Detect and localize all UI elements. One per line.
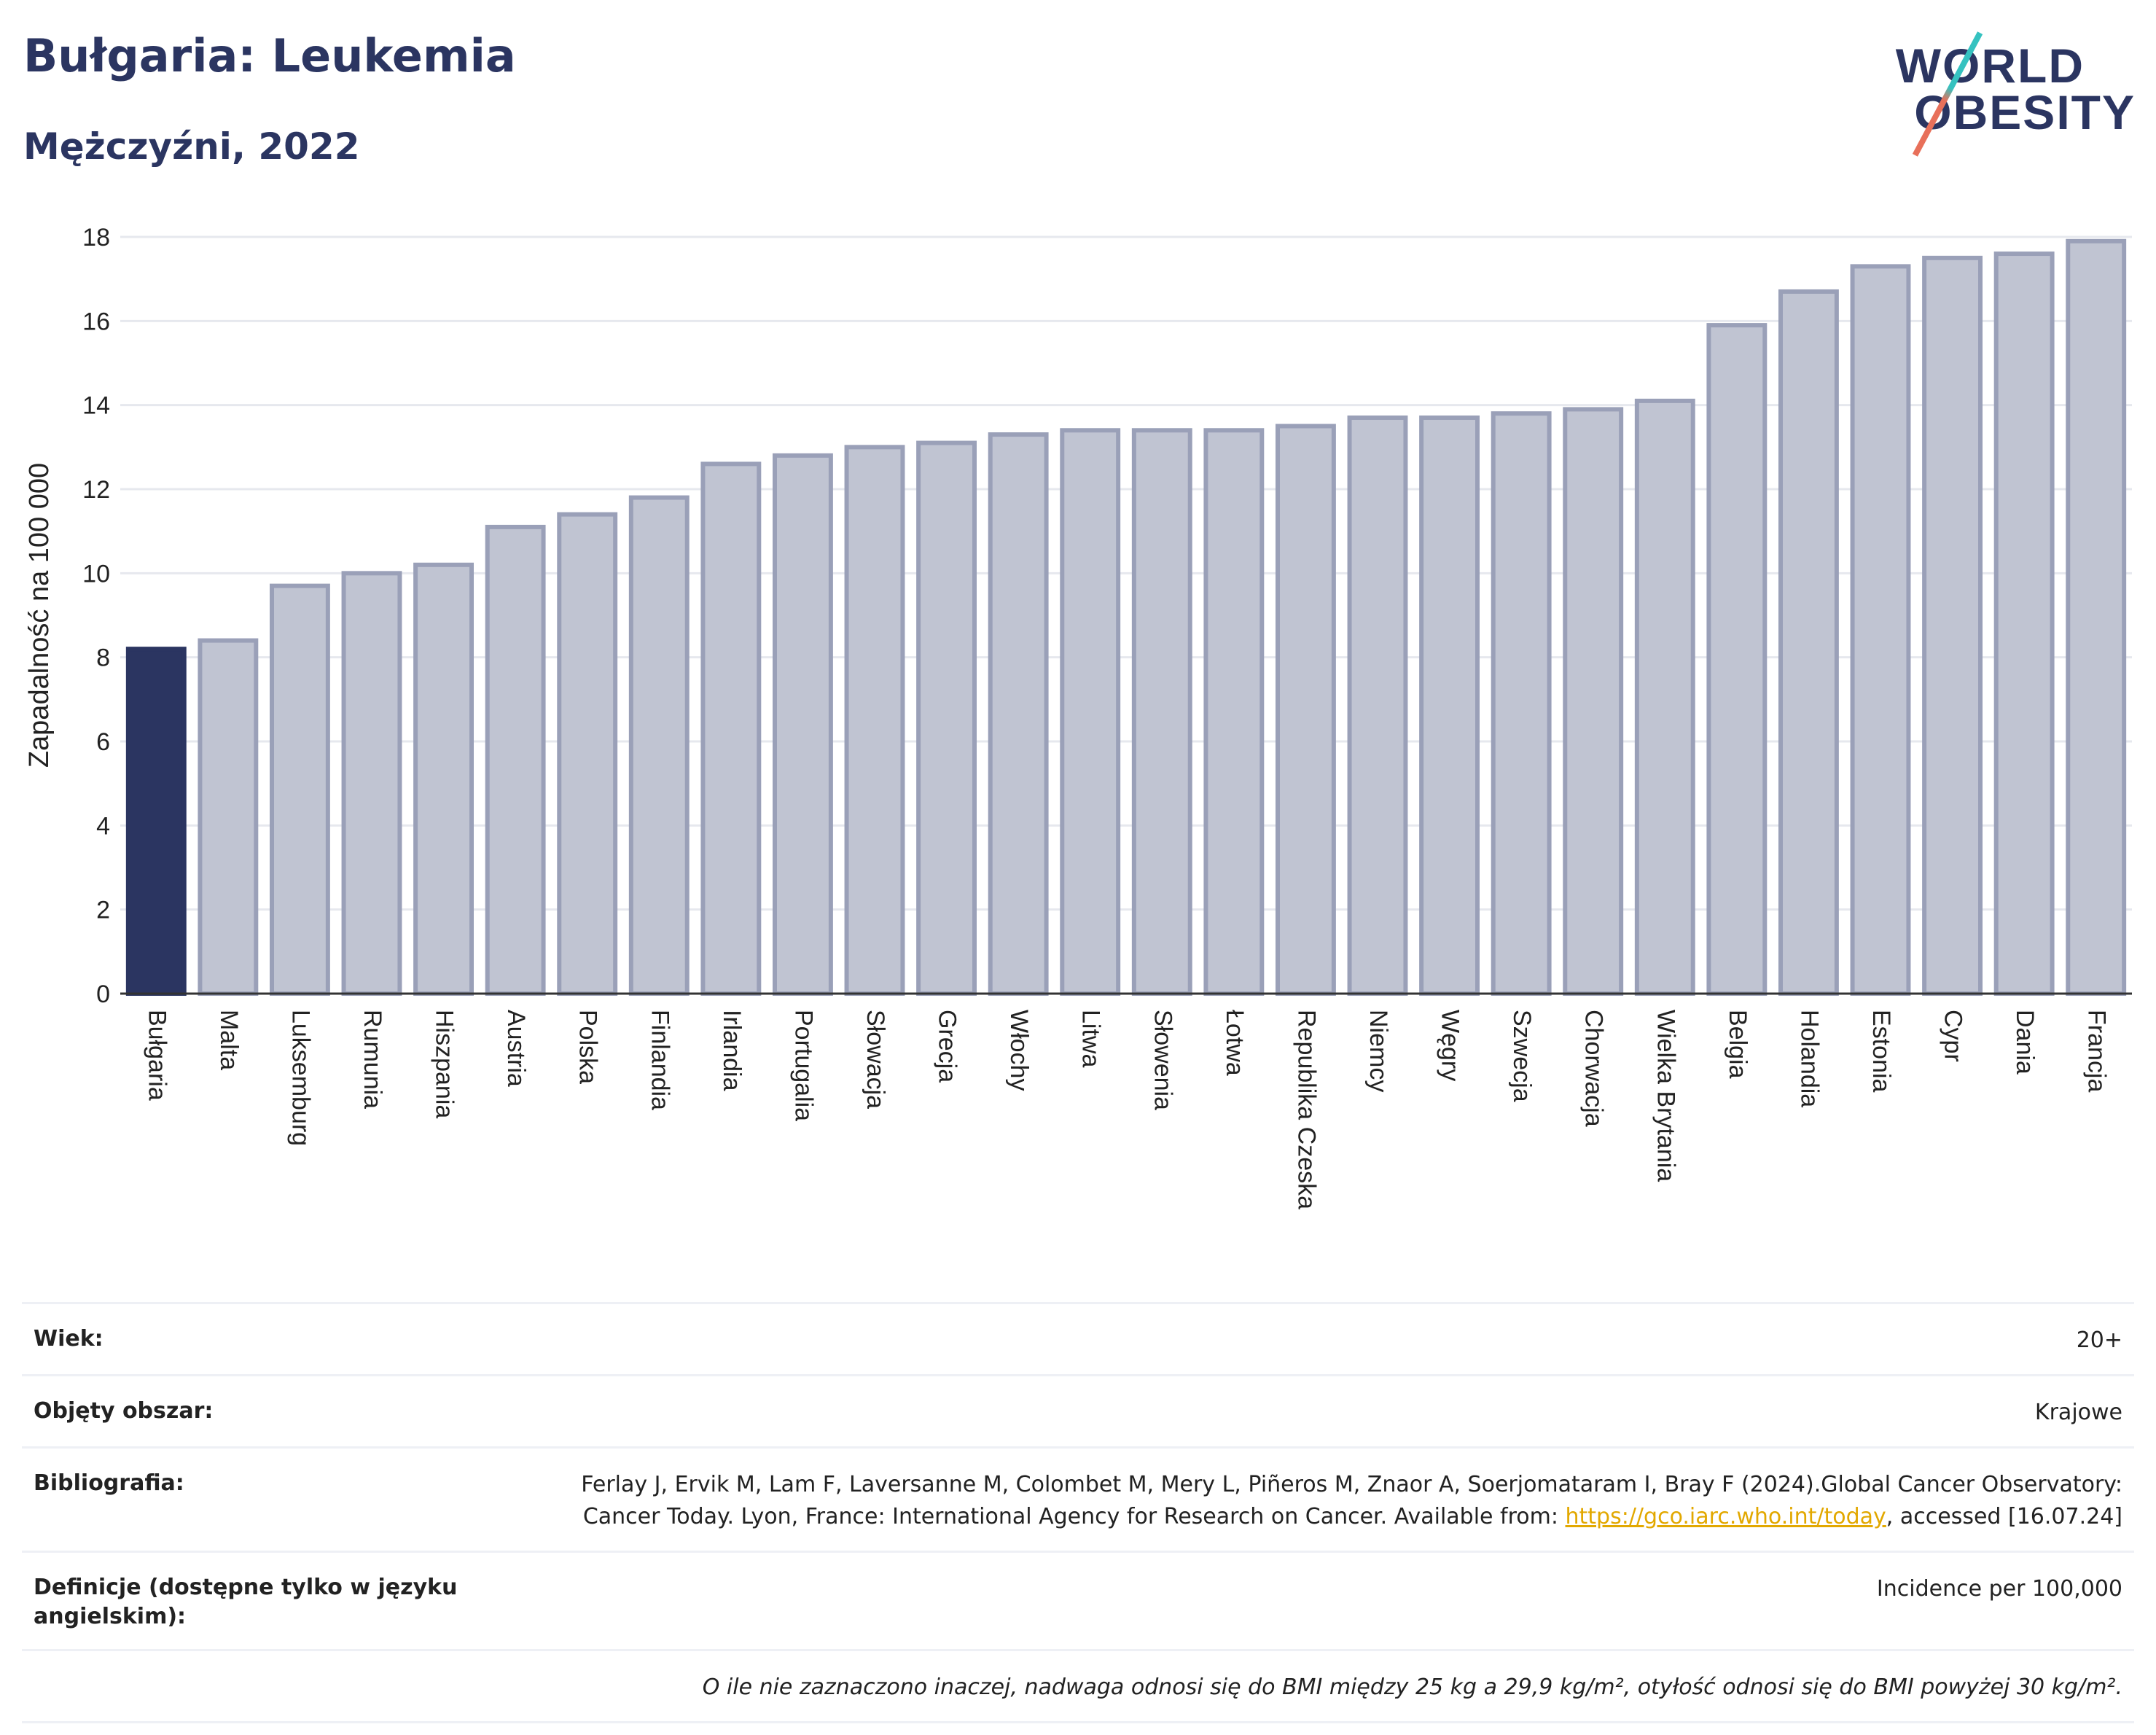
y-axis-label: Zapadalność na 100 000: [24, 463, 55, 768]
bar-12[interactable]: [988, 432, 1049, 996]
bar-8[interactable]: [700, 461, 762, 996]
x-tick-label: Hiszpania: [431, 1010, 458, 1118]
x-tick-label: Holandia: [1795, 1010, 1823, 1107]
y-tick-label: 14: [82, 392, 110, 420]
bar-6[interactable]: [557, 512, 618, 997]
x-tick-label: Szwecja: [1508, 1010, 1536, 1102]
info-row-note: O ile nie zaznaczono inaczej, nadwaga od…: [22, 1649, 2134, 1723]
x-tick-label: Litwa: [1077, 1010, 1105, 1067]
coverage-label: Objęty obszar:: [34, 1398, 214, 1424]
x-tick-label: Cypr: [1940, 1010, 1967, 1062]
bar-20[interactable]: [1563, 407, 1624, 996]
bar-1[interactable]: [198, 638, 259, 996]
page-subtitle: Mężczyźni, 2022: [23, 125, 360, 168]
bar-3[interactable]: [341, 571, 402, 996]
bar-10[interactable]: [844, 445, 905, 997]
y-tick-labels: 0 2 4 6 8 10 12 14 16 18: [82, 224, 110, 1008]
bar-27[interactable]: [2066, 238, 2127, 996]
bar-14[interactable]: [1131, 428, 1192, 996]
x-tick-label: Słowenia: [1149, 1010, 1176, 1110]
x-tick-label: Grecja: [934, 1010, 961, 1083]
x-tick-label: Luksemburg: [286, 1010, 314, 1146]
y-tick-label: 0: [96, 980, 110, 1008]
bmi-note: O ile nie zaznaczono inaczej, nadwaga od…: [702, 1674, 2122, 1700]
bar-19[interactable]: [1491, 411, 1552, 996]
y-tick-label: 4: [96, 812, 110, 840]
definitions-label: Definicje (dostępne tylko w języku angie…: [34, 1575, 458, 1629]
x-tick-label: Wielka Brytania: [1652, 1010, 1679, 1182]
y-tick-label: 2: [96, 897, 110, 924]
coverage-value: Krajowe: [2034, 1400, 2122, 1425]
bar-7[interactable]: [628, 495, 690, 996]
x-tick-label: Finlandia: [646, 1010, 673, 1110]
bar-13[interactable]: [1060, 428, 1121, 996]
y-tick-label: 10: [82, 560, 110, 588]
logo-word-obesity: OBESITY: [1914, 85, 2136, 139]
x-tick-label: Francja: [2083, 1010, 2111, 1092]
y-tick-label: 18: [82, 224, 110, 252]
bibliography-value: Ferlay J, Ervik M, Lam F, Laversanne M, …: [555, 1469, 2122, 1533]
age-label: Wiek:: [34, 1326, 103, 1352]
world-obesity-logo[interactable]: WORLD OBESITY: [1896, 31, 2136, 157]
x-tick-labels: Bułgaria Malta Luksemburg Rumunia Hiszpania A…: [143, 1010, 2110, 1209]
info-row-coverage: Objęty obszar: Krajowe: [22, 1374, 2134, 1446]
bar-2[interactable]: [269, 583, 330, 996]
info-table: Wiek: 20+ Objęty obszar: Krajowe Bibliog…: [22, 1302, 2134, 1723]
x-tick-label: Bułgaria: [143, 1010, 171, 1101]
bar-18[interactable]: [1419, 415, 1480, 996]
bibliography-text: Ferlay J, Ervik M, Lam F, Laversanne M, …: [581, 1472, 2122, 1529]
bibliography-tail: , accessed [16.07.24]: [1886, 1504, 2122, 1529]
age-value: 20+: [2076, 1327, 2122, 1353]
bar-25[interactable]: [1922, 255, 1983, 997]
definitions-value: Incidence per 100,000: [1876, 1576, 2122, 1602]
bar-23[interactable]: [1778, 289, 1839, 996]
bar-17[interactable]: [1347, 415, 1408, 996]
bar-9[interactable]: [772, 453, 833, 997]
x-tick-label: Irlandia: [718, 1010, 746, 1091]
bar-5[interactable]: [485, 524, 546, 996]
bar-15[interactable]: [1203, 428, 1265, 996]
y-tick-label: 6: [96, 728, 110, 756]
info-row-age: Wiek: 20+: [22, 1302, 2134, 1374]
x-tick-label: Dania: [2011, 1010, 2039, 1075]
x-tick-label: Republika Czeska: [1292, 1010, 1320, 1209]
page-title: Bułgaria: Leukemia: [23, 29, 516, 82]
x-tick-label: Rumunia: [359, 1010, 386, 1109]
x-tick-label: Łotwa: [1221, 1010, 1249, 1076]
x-tick-label: Portugalia: [789, 1010, 817, 1121]
x-tick-label: Malta: [215, 1010, 243, 1070]
x-tick-label: Estonia: [1867, 1010, 1895, 1092]
y-tick-label: 8: [96, 644, 110, 672]
x-tick-label: Austria: [502, 1010, 530, 1087]
x-tick-label: Polska: [574, 1010, 602, 1084]
bar-11[interactable]: [916, 440, 977, 997]
bar-0[interactable]: [125, 647, 187, 997]
bibliography-label: Bibliografia:: [34, 1470, 184, 1496]
bar-4[interactable]: [413, 562, 474, 996]
bar-22[interactable]: [1706, 323, 1768, 997]
y-tick-label: 12: [82, 476, 110, 504]
bar-26[interactable]: [1993, 252, 2055, 997]
info-row-bibliography: Bibliografia: Ferlay J, Ervik M, Lam F, …: [22, 1446, 2134, 1551]
x-tick-label: Chorwacja: [1580, 1010, 1608, 1127]
bar-24[interactable]: [1850, 264, 1911, 997]
x-tick-label: Węgry: [1437, 1010, 1464, 1081]
bibliography-link[interactable]: https://gco.iarc.who.int/today: [1565, 1504, 1886, 1529]
info-row-definitions: Definicje (dostępne tylko w języku angie…: [22, 1551, 2134, 1649]
x-tick-label: Włochy: [1005, 1010, 1033, 1091]
x-tick-label: Niemcy: [1364, 1010, 1392, 1092]
bars: [125, 238, 2127, 997]
x-tick-label: Słowacja: [862, 1010, 889, 1109]
x-tick-label: Belgia: [1724, 1010, 1751, 1079]
bar-chart: 0 2 4 6 8 10 12 14 16 18 Bułgaria Malta Luksemburg R…: [24, 224, 2132, 1209]
bar-16[interactable]: [1275, 424, 1336, 996]
logo-word-world: WORLD: [1895, 39, 2085, 93]
bar-21[interactable]: [1634, 398, 1695, 996]
y-tick-label: 16: [82, 308, 110, 335]
